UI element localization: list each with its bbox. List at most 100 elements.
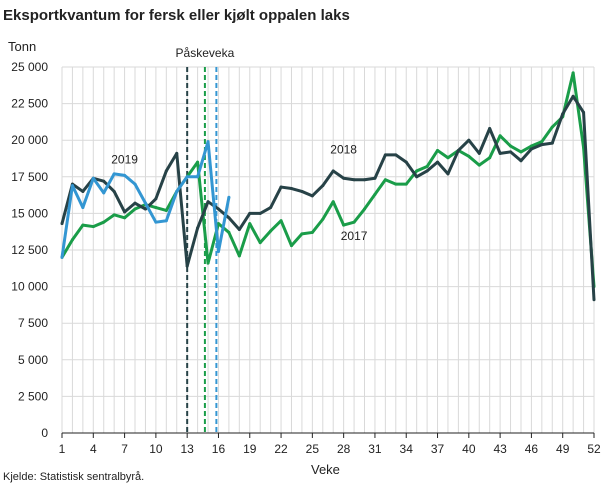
- data-point-2017: [571, 71, 575, 75]
- data-point-2018: [321, 184, 325, 188]
- x-tick-label: 22: [274, 442, 288, 456]
- data-point-2017: [394, 182, 398, 186]
- data-point-2018: [342, 176, 346, 180]
- series-line-2018: [60, 94, 596, 300]
- data-point-2017: [363, 207, 367, 211]
- data-point-2017: [467, 154, 471, 158]
- data-point-2019: [164, 219, 168, 223]
- data-point-2017: [373, 192, 377, 196]
- data-point-2018: [519, 159, 523, 163]
- data-point-2018: [227, 216, 231, 220]
- data-point-2017: [383, 178, 387, 182]
- data-point-2018: [300, 189, 304, 193]
- data-point-2019: [216, 249, 220, 253]
- data-point-2017: [300, 232, 304, 236]
- x-tick-label: 13: [180, 442, 194, 456]
- data-point-2018: [498, 151, 502, 155]
- x-tick-label: 19: [243, 442, 257, 456]
- data-point-2018: [477, 151, 481, 155]
- data-point-2019: [102, 191, 106, 195]
- data-point-2017: [529, 144, 533, 148]
- data-point-2017: [488, 156, 492, 160]
- data-point-2017: [91, 225, 95, 229]
- series-label: 2018: [330, 142, 357, 156]
- data-point-2017: [425, 165, 429, 169]
- data-point-2018: [446, 172, 450, 176]
- data-point-2018: [425, 169, 429, 173]
- data-point-2017: [164, 208, 168, 212]
- y-tick-label: 7 500: [18, 316, 48, 330]
- data-point-2018: [571, 94, 575, 98]
- data-point-2017: [279, 219, 283, 223]
- y-tick-label: 12 500: [11, 243, 48, 257]
- data-point-2018: [81, 189, 85, 193]
- data-point-2019: [112, 172, 116, 176]
- data-point-2017: [404, 182, 408, 186]
- data-point-2018: [237, 228, 241, 232]
- x-tick-label: 52: [587, 442, 601, 456]
- data-point-2018: [509, 150, 513, 154]
- data-point-2017: [81, 223, 85, 227]
- data-point-2019: [206, 140, 210, 144]
- data-point-2017: [415, 169, 419, 173]
- data-point-2017: [216, 222, 220, 226]
- data-point-2018: [383, 153, 387, 157]
- series-line-2017: [60, 71, 596, 287]
- data-point-2018: [373, 176, 377, 180]
- y-tick-label: 5 000: [18, 353, 48, 367]
- data-point-2018: [112, 189, 116, 193]
- data-point-2018: [143, 207, 147, 211]
- data-point-2018: [133, 201, 137, 205]
- data-point-2018: [363, 178, 367, 182]
- data-point-2018: [456, 148, 460, 152]
- data-point-2017: [519, 150, 523, 154]
- data-point-2017: [477, 163, 481, 167]
- data-point-2017: [540, 140, 544, 144]
- data-point-2017: [196, 160, 200, 164]
- x-tick-label: 1: [59, 442, 66, 456]
- data-point-2018: [185, 264, 189, 268]
- data-point-2018: [258, 211, 262, 215]
- data-point-2018: [154, 197, 158, 201]
- data-point-2018: [175, 151, 179, 155]
- x-tick-label: 43: [493, 442, 507, 456]
- data-point-2018: [415, 175, 419, 179]
- series-label: 2019: [111, 153, 138, 167]
- data-point-2017: [436, 148, 440, 152]
- y-tick-label: 2 500: [18, 389, 48, 403]
- data-point-2017: [498, 134, 502, 138]
- x-tick-label: 16: [212, 442, 226, 456]
- data-point-2018: [467, 138, 471, 142]
- data-point-2019: [133, 182, 137, 186]
- data-point-2017: [102, 220, 106, 224]
- data-point-2019: [143, 201, 147, 205]
- data-point-2018: [289, 187, 293, 191]
- data-point-2017: [123, 216, 127, 220]
- chart-title: Eksportkvantum for fersk eller kjølt opp…: [3, 7, 350, 24]
- data-point-2017: [258, 241, 262, 245]
- data-point-2017: [237, 254, 241, 258]
- x-tick-label: 31: [368, 442, 382, 456]
- data-point-2019: [175, 189, 179, 193]
- data-point-2018: [550, 141, 554, 145]
- data-point-2017: [206, 261, 210, 265]
- data-point-2019: [227, 195, 231, 199]
- data-point-2018: [269, 206, 273, 210]
- data-point-2017: [352, 220, 356, 224]
- data-point-2017: [321, 217, 325, 221]
- data-point-2018: [216, 207, 220, 211]
- y-tick-label: 17 500: [11, 170, 48, 184]
- data-point-2018: [206, 200, 210, 204]
- data-point-2017: [70, 238, 74, 242]
- data-point-2019: [154, 220, 158, 224]
- y-tick-label: 25 000: [11, 60, 48, 74]
- data-point-2018: [394, 153, 398, 157]
- data-point-2018: [488, 126, 492, 130]
- data-point-2018: [404, 160, 408, 164]
- x-tick-label: 37: [431, 442, 445, 456]
- series-label: 2017: [341, 229, 368, 243]
- data-point-2018: [123, 210, 127, 214]
- y-tick-label: 15 000: [11, 206, 48, 220]
- x-tick-label: 49: [556, 442, 570, 456]
